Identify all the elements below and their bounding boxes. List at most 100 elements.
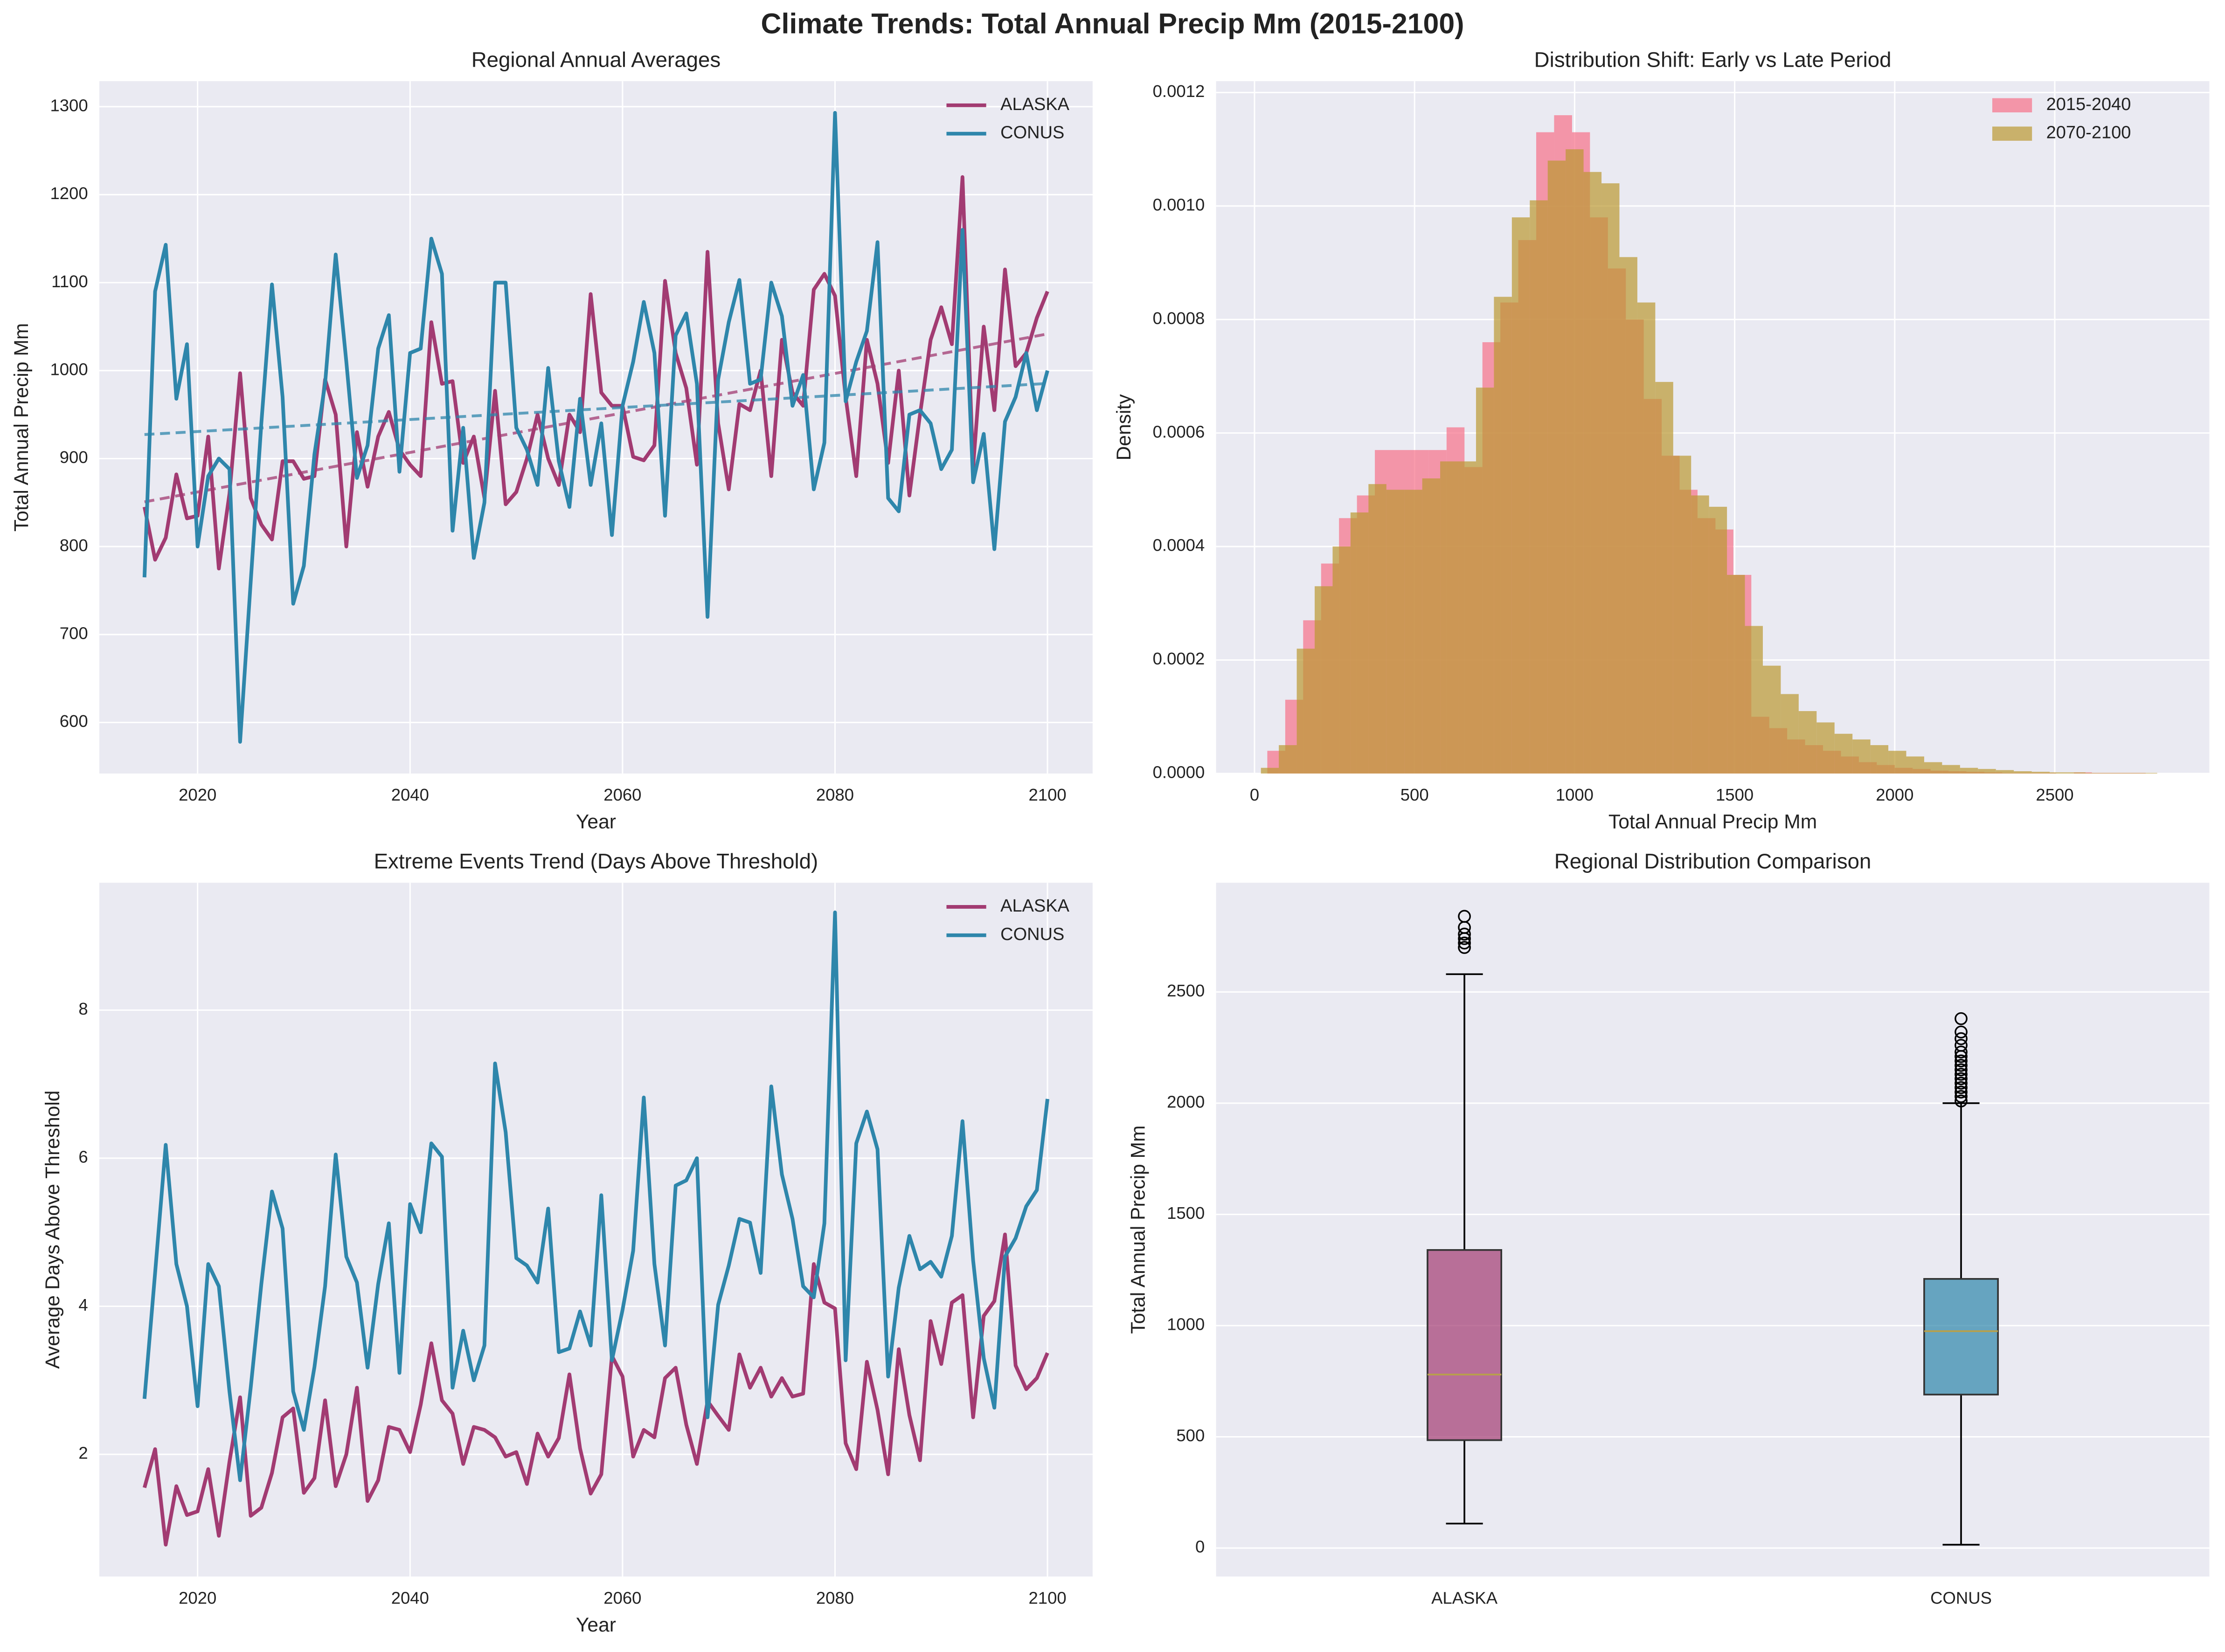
histogram-bar xyxy=(2103,773,2121,774)
outlier xyxy=(1955,1012,1968,1025)
histogram-bar xyxy=(1709,506,1727,774)
outlier xyxy=(1955,1081,1968,1094)
histogram-bar xyxy=(2031,772,2050,774)
x-axis-label: Total Annual Precip Mm xyxy=(1608,811,1817,833)
legend-label: CONUS xyxy=(1000,925,1064,944)
x-tick-label: 2100 xyxy=(1028,785,1066,804)
histogram-bar xyxy=(1637,302,1656,774)
histogram-bar xyxy=(1834,733,1853,774)
x-tick-label: ALASKA xyxy=(1431,1588,1498,1607)
y-tick-label: 1500 xyxy=(1167,1203,1205,1223)
y-tick-label: 4 xyxy=(78,1295,88,1314)
histogram-bar xyxy=(1655,382,1673,774)
histogram-bar xyxy=(1906,756,1924,774)
histogram-bar xyxy=(1727,574,1745,774)
data-line xyxy=(142,910,1050,1482)
histogram-bar xyxy=(1583,172,1602,774)
outlier xyxy=(1955,1032,1968,1045)
legend-label: CONUS xyxy=(1000,123,1064,143)
histogram-bar xyxy=(1781,694,1799,774)
outlier xyxy=(1955,1025,1968,1039)
histogram-bar xyxy=(1547,160,1566,774)
box xyxy=(1923,1278,1999,1396)
legend-label: 2015-2040 xyxy=(2046,95,2131,114)
histogram-bar xyxy=(2067,772,2086,774)
x-tick-label: 2020 xyxy=(179,785,216,804)
subplot-title: Regional Distribution Comparison xyxy=(1554,850,1871,873)
histogram-bar xyxy=(1798,711,1817,774)
x-tick-label: 2020 xyxy=(179,1588,216,1607)
histogram-bar xyxy=(1350,512,1369,774)
legend-swatch xyxy=(1992,126,2032,141)
histogram-bar xyxy=(1745,626,1763,774)
y-tick-label: 0.0006 xyxy=(1153,422,1205,441)
histogram-bar xyxy=(1332,546,1351,774)
y-tick-label: 0.0012 xyxy=(1153,82,1205,101)
y-tick-label: 0.0010 xyxy=(1153,195,1205,214)
histogram-bar xyxy=(1530,200,1548,774)
histogram-bar xyxy=(1422,478,1441,774)
x-axis-label: Year xyxy=(576,1614,616,1636)
trend-line xyxy=(144,332,1048,504)
histogram-bar xyxy=(1494,297,1512,774)
histogram-bar xyxy=(1404,490,1422,774)
subplot: 600 700 800 900 1000 1100 1200 1300 2020 2040 2060… xyxy=(10,48,1093,833)
histogram-bar xyxy=(1619,257,1637,774)
outlier xyxy=(1458,910,1471,923)
histogram-bar xyxy=(2139,773,2157,774)
legend-swatch xyxy=(1992,98,2032,113)
outlier xyxy=(1955,1054,1968,1068)
subplot: 0 500 1000 1500 2000 2500 Regional Distributio… xyxy=(1127,850,2210,1607)
x-tick-label: 2040 xyxy=(391,785,429,804)
histogram-bar xyxy=(1996,770,2014,774)
outlier xyxy=(1955,1045,1968,1059)
x-tick-label: 2060 xyxy=(603,785,641,804)
x-tick-label: 1500 xyxy=(1716,785,1754,804)
x-tick-label: 2080 xyxy=(816,1588,854,1607)
histogram-bar xyxy=(1888,751,1906,774)
histogram-bar xyxy=(1511,217,1530,774)
y-tick-label: 6 xyxy=(78,1147,88,1167)
y-tick-label: 1200 xyxy=(50,184,88,203)
histogram-bar xyxy=(1924,762,1942,774)
histogram-bar xyxy=(1566,149,1584,774)
outlier xyxy=(1955,1085,1968,1099)
legend-label: 2070-2100 xyxy=(2046,123,2131,143)
subplot-title: Extreme Events Trend (Days Above Thresho… xyxy=(374,850,818,873)
x-tick-label: 500 xyxy=(1400,785,1429,804)
histogram-bar xyxy=(1942,765,1960,774)
outlier xyxy=(1955,1039,1968,1052)
histogram-bar xyxy=(1315,586,1333,774)
legend-label: ALASKA xyxy=(1000,896,1070,916)
histogram-bar xyxy=(2050,772,2068,774)
plot-background xyxy=(1216,883,2210,1577)
y-tick-label: 0.0004 xyxy=(1153,536,1205,555)
x-tick-label: 0 xyxy=(1250,785,1259,804)
histogram-bar xyxy=(1296,649,1315,774)
y-tick-label: 1000 xyxy=(1167,1315,1205,1334)
y-axis-label: Total Annual Precip Mm xyxy=(10,323,33,532)
y-tick-label: 800 xyxy=(60,536,88,555)
plot-background xyxy=(99,883,1093,1577)
y-tick-label: 1100 xyxy=(51,272,88,291)
outlier xyxy=(1458,936,1471,950)
histogram-bar xyxy=(1852,739,1871,774)
histogram-bar xyxy=(1279,745,1297,774)
y-axis-label: Average Days Above Threshold xyxy=(42,1091,64,1369)
outlier xyxy=(1955,1094,1968,1108)
y-tick-label: 2000 xyxy=(1167,1092,1205,1112)
histogram-bar xyxy=(1476,387,1494,774)
x-tick-label: CONUS xyxy=(1930,1588,1992,1607)
histogram-bar xyxy=(1368,484,1386,774)
outlier xyxy=(1955,1090,1968,1103)
histogram-bar xyxy=(1386,490,1405,774)
y-tick-label: 2 xyxy=(78,1444,88,1463)
subplot: 2 4 6 8 2020 2040 2060 2080 2100 Extreme Events T… xyxy=(42,850,1093,1636)
data-line xyxy=(142,111,1049,744)
x-tick-label: 2060 xyxy=(603,1588,641,1607)
subplot-title: Regional Annual Averages xyxy=(471,48,721,72)
histogram-bar xyxy=(1762,665,1781,774)
histogram-bar xyxy=(1458,461,1476,774)
figure-title: Climate Trends: Total Annual Precip Mm (… xyxy=(761,7,1464,39)
